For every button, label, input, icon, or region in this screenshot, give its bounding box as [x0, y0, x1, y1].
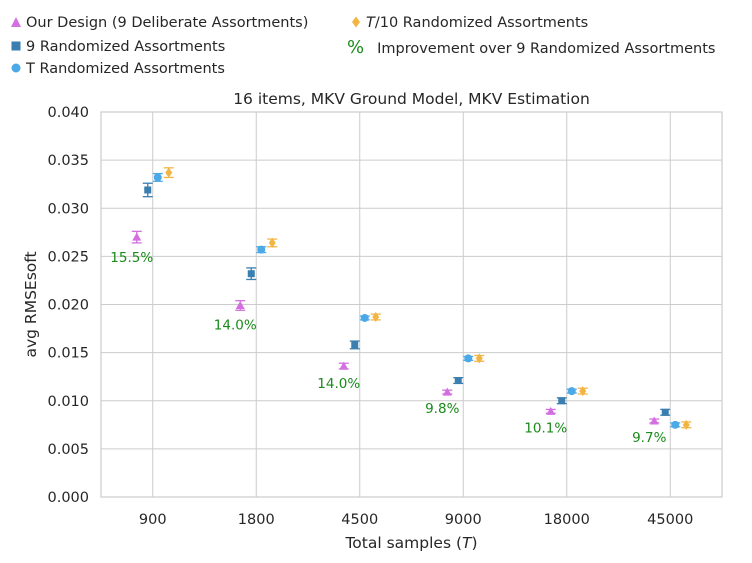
improvement-label: 10.1% [524, 420, 567, 436]
point-randT [257, 245, 266, 254]
point-rand9 [351, 341, 359, 349]
diamond-icon [352, 16, 360, 28]
point-rand9 [247, 270, 255, 278]
y-tick-label: 0.030 [47, 201, 89, 217]
improvement-label: 14.0% [317, 376, 360, 392]
y-tick-label: 0.035 [47, 153, 89, 169]
legend-item-improvement: % Improvement over 9 Randomized Assortmen… [347, 37, 715, 58]
point-rand9 [558, 397, 566, 405]
data-marks [131, 167, 692, 430]
point-deliberate [442, 387, 452, 396]
point-rand9 [144, 186, 152, 194]
point-randT [153, 173, 162, 182]
point-randT10 [682, 419, 690, 430]
point-deliberate [546, 406, 556, 415]
point-deliberate [132, 232, 142, 241]
plot-frame [100, 111, 723, 498]
y-tick-label: 0.015 [47, 346, 89, 362]
x-tick-label: 4500 [341, 512, 378, 528]
chart-title: 16 items, MKV Ground Model, MKV Estimati… [233, 90, 590, 108]
point-randT10 [372, 312, 380, 323]
grid-lines [101, 111, 722, 498]
percent-icon: % [347, 37, 365, 58]
point-deliberate [235, 300, 245, 309]
circle-icon [11, 63, 21, 73]
x-axis-label: Total samples (T) [344, 534, 477, 552]
legend-label-improvement: Improvement over 9 Randomized Assortment… [377, 41, 716, 57]
point-rand9 [454, 377, 462, 385]
x-tick-label: 900 [139, 512, 167, 528]
triangle-icon [11, 17, 21, 27]
point-randT [464, 354, 473, 363]
y-tick-labels: 0.000 0.005 0.010 0.015 0.020 0.025 0.030 0.035… [47, 105, 89, 506]
improvement-label: 9.7% [632, 430, 666, 446]
y-tick-label: 0.025 [47, 249, 89, 265]
legend-label-deliberate: Our Design (9 Deliberate Assortments) [26, 15, 309, 31]
improvement-labels: 15.5% 14.0% 14.0% 9.8% 10.1% 9.7% [110, 250, 666, 446]
point-rand9 [661, 408, 669, 416]
y-tick-label: 0.020 [47, 298, 89, 314]
legend-label-randT10: T/10 Randomized Assortments [366, 15, 589, 31]
point-deliberate [649, 416, 659, 425]
legend-item-rand9: 9 Randomized Assortments [10, 39, 225, 55]
x-tick-label: 9000 [445, 512, 482, 528]
legend-item-deliberate: Our Design (9 Deliberate Assortments) [10, 15, 308, 31]
legend-label-rand9: 9 Randomized Assortments [26, 39, 226, 55]
point-randT10 [165, 167, 173, 178]
improvement-label: 14.0% [214, 317, 257, 333]
x-tick-labels: 900 1800 4500 9000 18000 45000 [139, 512, 693, 528]
y-tick-label: 0.010 [47, 394, 89, 410]
legend-item-randT: T Randomized Assortments [10, 61, 225, 77]
y-tick-label: 0.000 [47, 490, 89, 506]
point-randT10 [579, 386, 587, 397]
y-tick-label: 0.040 [47, 105, 89, 121]
point-randT [567, 387, 576, 396]
x-tick-label: 45000 [647, 512, 693, 528]
point-randT10 [475, 353, 483, 364]
point-randT [671, 420, 680, 429]
legend-label-randT: T Randomized Assortments [26, 61, 225, 77]
improvement-label: 9.8% [425, 401, 459, 417]
x-tick-label: 1800 [238, 512, 275, 528]
x-tick-label: 18000 [544, 512, 590, 528]
legend-item-randT10: T/10 Randomized Assortments [350, 15, 588, 31]
y-axis-label: avg RMSEsoft [22, 251, 40, 357]
square-icon [11, 41, 21, 51]
point-deliberate [339, 361, 349, 370]
point-randT10 [268, 237, 276, 248]
improvement-label: 15.5% [110, 250, 153, 266]
y-tick-label: 0.005 [47, 442, 89, 458]
point-randT [360, 313, 369, 322]
